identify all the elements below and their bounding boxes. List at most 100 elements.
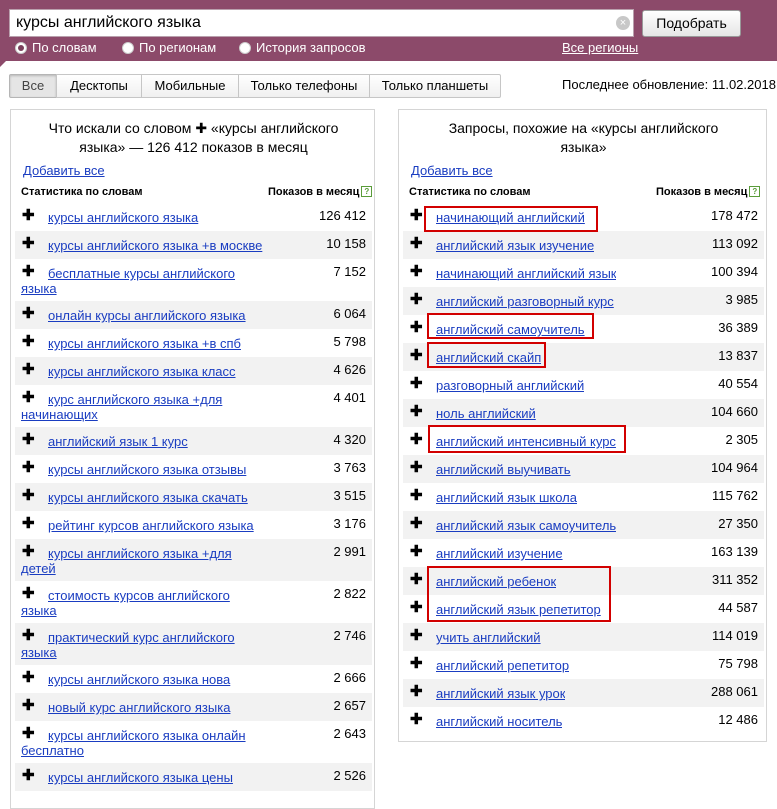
keyword-link[interactable]: английский носитель <box>436 714 563 729</box>
keyword-link-continued[interactable]: бесплатно <box>21 743 84 758</box>
add-keyword-icon[interactable]: ✚ <box>22 627 35 644</box>
add-keyword-icon[interactable]: ✚ <box>410 207 423 224</box>
add-keyword-icon[interactable]: ✚ <box>410 683 423 700</box>
mode-history[interactable]: История запросов <box>239 40 379 56</box>
keyword-link[interactable]: бесплатные курсы английского <box>48 266 236 281</box>
keyword-link[interactable]: курсы английского языка нова <box>48 672 231 687</box>
clear-icon[interactable]: × <box>616 16 630 30</box>
keyword-link[interactable]: английский ребенок <box>436 574 557 589</box>
tab-mobile[interactable]: Мобильные <box>141 74 239 98</box>
keyword-link[interactable]: английский язык урок <box>436 686 566 701</box>
keyword-link[interactable]: английский язык репетитор <box>436 602 601 617</box>
all-regions-link[interactable]: Все регионы <box>562 40 639 55</box>
add-keyword-icon[interactable]: ✚ <box>410 627 423 644</box>
keyword-link[interactable]: стоимость курсов английского <box>48 588 230 603</box>
mode-by-words[interactable]: По словам <box>15 40 115 56</box>
search-input[interactable] <box>16 13 606 33</box>
keyword-link-continued[interactable]: языка <box>21 281 57 296</box>
add-keyword-icon[interactable]: ✚ <box>22 431 35 448</box>
mode-by-regions[interactable]: По регионам <box>122 40 232 56</box>
add-keyword-icon[interactable]: ✚ <box>410 263 423 280</box>
add-keyword-icon[interactable]: ✚ <box>410 571 423 588</box>
keyword-link[interactable]: практический курс английского <box>48 630 235 645</box>
add-keyword-icon[interactable]: ✚ <box>410 459 423 476</box>
keyword-link[interactable]: английский язык 1 курс <box>48 434 188 449</box>
keyword-link[interactable]: учить английский <box>436 630 541 645</box>
add-keyword-icon[interactable]: ✚ <box>22 543 35 560</box>
add-keyword-icon[interactable]: ✚ <box>410 235 423 252</box>
keyword-link[interactable]: английский репетитор <box>436 658 570 673</box>
keyword-link[interactable]: английский самоучитель <box>436 322 585 337</box>
add-keyword-icon[interactable]: ✚ <box>410 487 423 504</box>
help-icon[interactable]: ? <box>749 186 761 197</box>
add-keyword-icon[interactable]: ✚ <box>410 347 423 364</box>
keyword-link[interactable]: курсы английского языка скачать <box>48 490 248 505</box>
add-keyword-icon[interactable]: ✚ <box>22 361 35 378</box>
tab-all[interactable]: Все <box>9 74 57 98</box>
add-keyword-icon[interactable]: ✚ <box>22 235 35 252</box>
add-keyword-icon[interactable]: ✚ <box>22 263 35 280</box>
keyword-link[interactable]: английский язык самоучитель <box>436 518 616 533</box>
add-keyword-icon[interactable]: ✚ <box>410 515 423 532</box>
keyword-link[interactable]: курсы английского языка +для <box>48 546 232 561</box>
keyword-link[interactable]: начинающий английский язык <box>436 266 616 281</box>
add-keyword-icon[interactable]: ✚ <box>22 767 35 784</box>
tab-phones-only[interactable]: Только телефоны <box>238 74 370 98</box>
keyword-link[interactable]: новый курс английского языка <box>48 700 231 715</box>
add-keyword-icon[interactable]: ✚ <box>410 291 423 308</box>
tab-tablets-only[interactable]: Только планшеты <box>369 74 501 98</box>
keyword-link-continued[interactable]: начинающих <box>21 407 98 422</box>
tab-desktops[interactable]: Десктопы <box>56 74 142 98</box>
keyword-link-continued[interactable]: языка <box>21 603 57 618</box>
add-keyword-icon[interactable]: ✚ <box>22 459 35 476</box>
keyword-link[interactable]: английский скайп <box>436 350 542 365</box>
add-keyword-icon[interactable]: ✚ <box>410 655 423 672</box>
keyword-link[interactable]: курсы английского языка онлайн <box>48 728 246 743</box>
add-all-link[interactable]: Добавить все <box>411 163 493 178</box>
keyword-link[interactable]: начинающий английский <box>436 210 585 225</box>
keyword-link-continued[interactable]: языка <box>21 645 57 660</box>
add-keyword-icon[interactable]: ✚ <box>410 543 423 560</box>
help-icon[interactable]: ? <box>361 186 373 197</box>
keyword-link[interactable]: курсы английского языка класс <box>48 364 236 379</box>
keyword-link[interactable]: курсы английского языка отзывы <box>48 462 247 477</box>
add-keyword-icon[interactable]: ✚ <box>22 515 35 532</box>
keyword-link[interactable]: курсы английского языка цены <box>48 770 233 785</box>
add-keyword-icon[interactable]: ✚ <box>410 375 423 392</box>
keyword-link[interactable]: английский разговорный курс <box>436 294 614 309</box>
add-keyword-icon[interactable]: ✚ <box>22 305 35 322</box>
radio-icon[interactable] <box>122 42 134 54</box>
search-box[interactable]: × <box>9 9 634 37</box>
keyword-link[interactable]: курсы английского языка +в спб <box>48 336 241 351</box>
keyword-link[interactable]: рейтинг курсов английского языка <box>48 518 254 533</box>
keyword-link-continued[interactable]: детей <box>21 561 56 576</box>
keyword-link[interactable]: курсы английского языка <box>48 210 199 225</box>
radio-icon[interactable] <box>239 42 251 54</box>
add-keyword-icon[interactable]: ✚ <box>22 725 35 742</box>
add-keyword-icon[interactable]: ✚ <box>22 487 35 504</box>
keyword-link[interactable]: английский язык изучение <box>436 238 595 253</box>
add-keyword-icon[interactable]: ✚ <box>410 319 423 336</box>
add-keyword-icon[interactable]: ✚ <box>410 431 423 448</box>
add-keyword-icon[interactable]: ✚ <box>410 599 423 616</box>
keyword-link[interactable]: разговорный английский <box>436 378 585 393</box>
keyword-link[interactable]: ноль английский <box>436 406 536 421</box>
add-keyword-icon[interactable]: ✚ <box>22 389 35 406</box>
add-keyword-icon[interactable]: ✚ <box>22 669 35 686</box>
keyword-link[interactable]: курс английского языка +для <box>48 392 223 407</box>
keyword-link[interactable]: английский выучивать <box>436 462 571 477</box>
keyword-link[interactable]: английский изучение <box>436 546 563 561</box>
keyword-link[interactable]: английский интенсивный курс <box>436 434 616 449</box>
keyword-link[interactable]: курсы английского языка +в москве <box>48 238 263 253</box>
add-all-link[interactable]: Добавить все <box>23 163 105 178</box>
keyword-link[interactable]: английский язык школа <box>436 490 577 505</box>
radio-selected-icon[interactable] <box>15 42 27 54</box>
add-keyword-icon[interactable]: ✚ <box>22 333 35 350</box>
add-keyword-icon[interactable]: ✚ <box>22 207 35 224</box>
keyword-link[interactable]: онлайн курсы английского языка <box>48 308 246 323</box>
submit-button[interactable]: Подобрать <box>642 10 741 37</box>
add-keyword-icon[interactable]: ✚ <box>410 403 423 420</box>
add-keyword-icon[interactable]: ✚ <box>22 697 35 714</box>
add-keyword-icon[interactable]: ✚ <box>22 585 35 602</box>
add-keyword-icon[interactable]: ✚ <box>410 711 423 728</box>
